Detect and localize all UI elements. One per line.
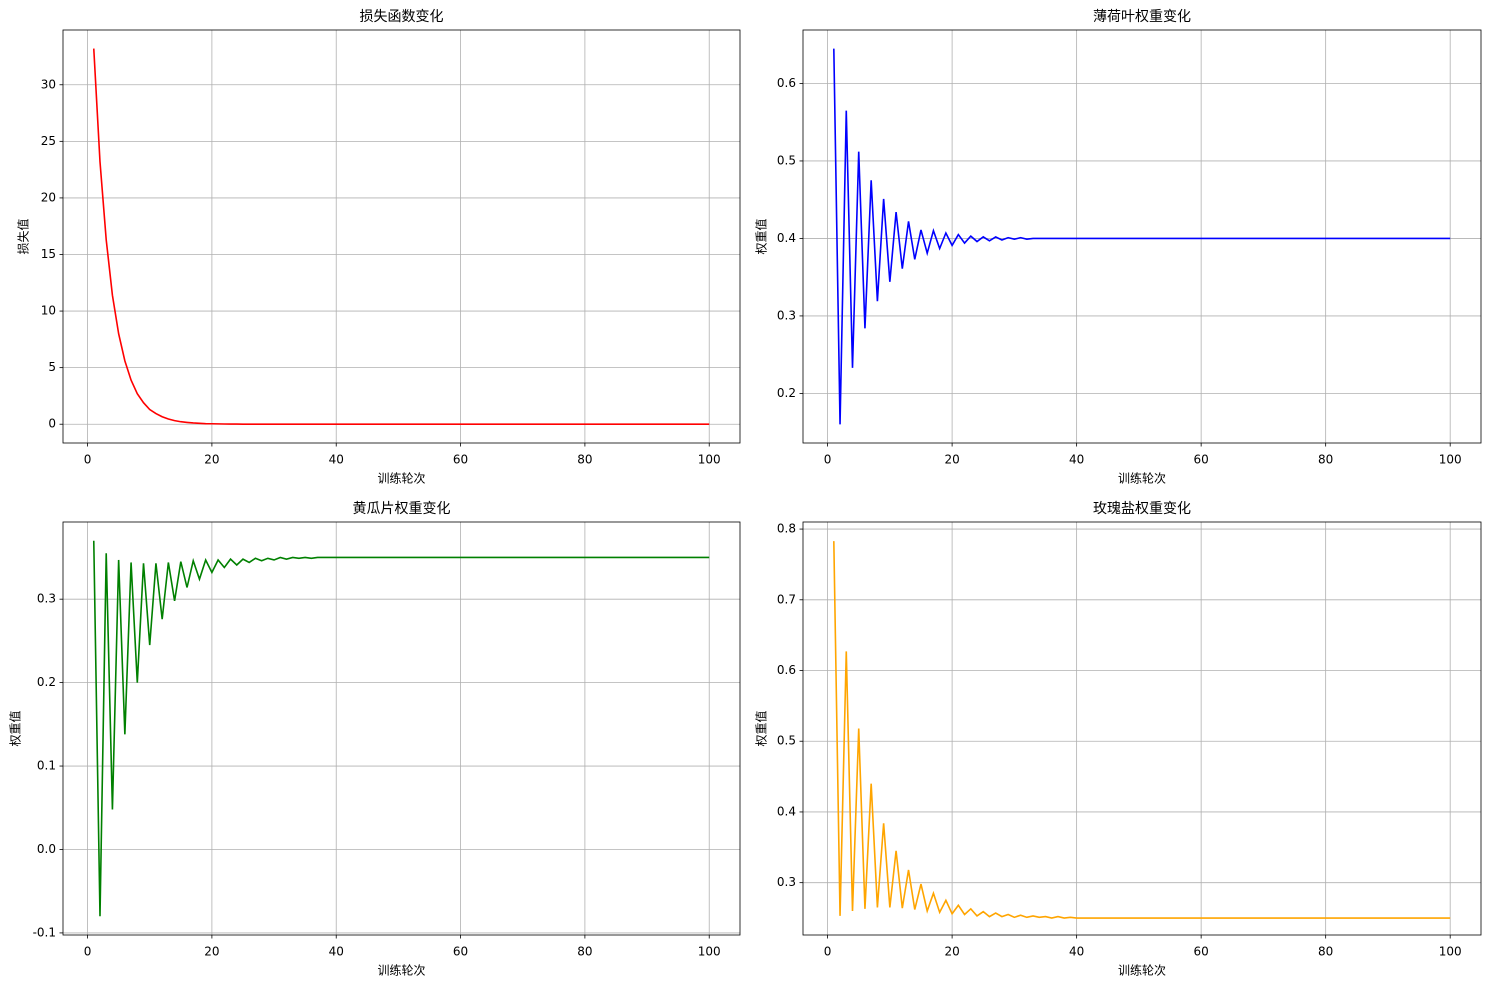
- y-tick-label: 5: [48, 360, 56, 374]
- x-tick-label: 100: [698, 453, 721, 467]
- y-tick-label: 0.0: [37, 842, 56, 856]
- x-tick-label: 60: [1194, 453, 1209, 467]
- data-line: [833, 541, 1451, 919]
- x-tick-label: 60: [453, 945, 468, 959]
- subplot-title: 玫瑰盐权重变化: [1093, 501, 1191, 517]
- x-tick-label: 60: [1194, 945, 1209, 959]
- data-line: [833, 48, 1451, 425]
- y-tick-label: 0.8: [777, 522, 796, 536]
- y-tick-label: 0.2: [37, 675, 56, 689]
- y-axis-label: 权重值: [8, 710, 23, 746]
- subplot-title: 黄瓜片权重变化: [353, 500, 451, 517]
- y-tick-label: 0.3: [37, 592, 56, 606]
- y-tick-label: 0.1: [37, 759, 56, 773]
- axes-frame: [802, 29, 1482, 444]
- x-tick-label: 80: [577, 453, 592, 467]
- y-tick-label: 0.7: [777, 592, 796, 606]
- axes-frame: [62, 29, 741, 444]
- x-tick-label: 100: [698, 945, 721, 959]
- y-tick-label: 0.4: [777, 804, 796, 818]
- x-tick-label: 0: [84, 945, 92, 959]
- y-axis-label: 权重值: [754, 710, 769, 746]
- x-tick-label: 80: [577, 945, 592, 959]
- y-tick-label: 0.3: [777, 308, 796, 322]
- y-tick-label: 10: [41, 304, 56, 318]
- x-tick-label: 80: [1318, 453, 1333, 467]
- y-tick-label: 0: [48, 417, 56, 431]
- y-tick-label: 0.5: [777, 734, 796, 748]
- y-tick-label: 0.6: [777, 663, 796, 677]
- x-tick-label: 100: [1439, 453, 1462, 467]
- x-tick-label: 20: [944, 945, 959, 959]
- y-axis-label: 权重值: [754, 218, 769, 254]
- axes-frame: [62, 521, 741, 936]
- x-tick-label: 20: [944, 453, 959, 467]
- x-tick-label: 0: [824, 453, 832, 467]
- x-tick-label: 100: [1439, 945, 1462, 959]
- subplot-title: 薄荷叶权重变化: [1093, 9, 1191, 25]
- x-tick-label: 40: [329, 945, 344, 959]
- y-tick-label: 15: [41, 247, 56, 261]
- x-tick-label: 40: [1069, 453, 1084, 467]
- x-tick-label: 40: [329, 453, 344, 467]
- y-tick-label: 0.3: [777, 875, 796, 889]
- x-tick-label: 80: [1318, 945, 1333, 959]
- y-tick-label: 20: [41, 190, 56, 204]
- x-tick-label: 40: [1069, 945, 1084, 959]
- y-axis-label: 损失值: [16, 218, 31, 254]
- axes-frame: [802, 521, 1482, 936]
- y-tick-label: 0.4: [777, 231, 796, 245]
- x-axis-label: 训练轮次: [377, 963, 425, 978]
- x-axis-label: 训练轮次: [377, 471, 425, 486]
- data-line: [92, 540, 710, 917]
- x-tick-label: 20: [204, 453, 219, 467]
- y-tick-label: 0.2: [777, 386, 796, 400]
- y-tick-label: 25: [41, 134, 56, 148]
- x-axis-label: 训练轮次: [1118, 963, 1166, 978]
- subplot-title: 损失函数变化: [360, 9, 444, 25]
- y-tick-label: -0.1: [33, 925, 56, 939]
- y-tick-label: 30: [41, 77, 56, 91]
- data-line: [92, 48, 710, 426]
- x-tick-label: 0: [84, 453, 92, 467]
- x-axis-label: 训练轮次: [1118, 471, 1166, 486]
- x-tick-label: 0: [824, 945, 832, 959]
- y-tick-label: 0.6: [777, 76, 796, 90]
- y-tick-label: 0.5: [777, 153, 796, 167]
- x-tick-label: 20: [204, 945, 219, 959]
- x-tick-label: 60: [453, 453, 468, 467]
